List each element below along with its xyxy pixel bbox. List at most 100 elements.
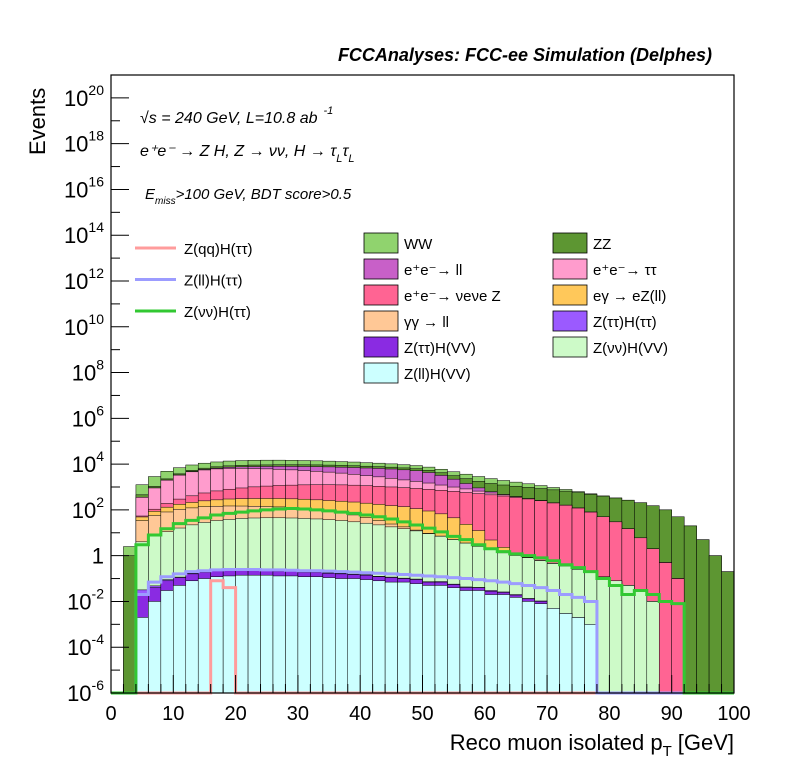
y-tick-label: 1010 [64,311,104,340]
cut-sub: miss [155,196,176,207]
x-tick-label-70: 70 [536,703,558,725]
bar-z-ll-h-vv-22 [384,581,398,694]
y-tick-label: 1018 [64,128,104,157]
x-tick-label-30: 30 [287,703,309,725]
legend-swatch-z-h-vv [363,336,399,358]
legend-label-e-ez-ll: eγ → eZ(ll) [593,288,666,305]
bar-z-ll-h-vv-33 [521,601,535,694]
bar-z-ll-h-vv-6 [185,580,199,694]
bar-z-ll-h-vv-37 [571,617,585,694]
y-tick-label: 10-4 [67,631,104,660]
svg-text:Reco muon isolated pT[GeV]: Reco muon isolated pT [GeV] [450,730,734,760]
legend-label-e-e-e-e-z: e⁺e⁻→ νeνe Z [404,288,501,305]
chart-title: FCCAnalyses: FCC-ee Simulation (Delphes) [338,45,712,65]
bar-z-ll-h-vv-38 [584,624,598,694]
y-tick-label: 1 [92,544,104,569]
bar-z-ll-h-vv-27 [447,587,461,694]
bar-z-ll-h-vv-25 [422,585,436,694]
y-tick-label: 1014 [64,219,104,248]
legend-swatch-e-e-ll [363,258,399,280]
bar-z-ll-h-vv-29 [472,590,486,694]
bar-z-ll-h-vv-9 [222,575,236,694]
legend-label-z-h-vv: Z(ττ)H(VV) [404,340,476,357]
bar-z-ll-h-vv-19 [347,578,361,694]
legend-label-zz: ZZ [593,236,611,253]
bar-z-h-vv-42 [634,590,648,694]
tau-sub-2: L [348,153,354,165]
bar-z-ll-h-vv-21 [372,580,386,694]
legend-label-e-e-ll: e⁺e⁻→ ll [404,262,462,279]
legend-label-z-ll-h-vv: Z(ll)H(VV) [404,366,471,383]
sqrt-symbol: √ [140,110,149,127]
bar-z-ll-h-vv-10 [235,574,249,694]
bar-z-h-vv-43 [646,601,660,694]
line-z-ll-h [111,567,734,695]
legend-swatch-e-ez-ll [552,284,588,306]
legend-label-z-h: Z(ττ)H(ττ) [593,314,657,331]
y-tick-label: 1016 [64,173,104,202]
bar-z-ll-h-vv-32 [509,597,523,694]
legend-swatch-zz [552,232,588,254]
legend-label-z-h: Z(νν)H(ττ) [184,304,251,321]
cut-e: E [145,186,156,203]
x-axis-label: Reco muon isolated pT [GeV] [450,730,734,760]
x-label-main: Reco muon isolated p [450,730,663,755]
bar-z-ll-h-vv-4 [160,590,174,694]
legend-label-ww: WW [404,236,433,253]
bar-z-ll-h-vv-18 [335,578,348,694]
process-text: e⁺e⁻ → Z H, Z → νν, H → τ [140,143,337,160]
bar-z-ll-h-vv-34 [534,603,548,694]
bar-z-ll-h-vv-31 [497,594,510,694]
line-z-h [111,507,734,695]
legend-swatch-ll [363,310,399,332]
x-label-unit: [GeV] [678,730,734,755]
x-tick-label-20: 20 [224,703,246,725]
legend: Z(qq)H(ττ) Z(ll)H(ττ) Z(νν)H(ττ) WW e⁺e⁻→ ll… [135,232,668,384]
legend-swatch-ww [363,232,399,254]
tau-symbol: τ [342,143,349,160]
legend-label-z-h-vv: Z(νν)H(VV) [593,340,668,357]
x-tick-label-80: 80 [598,703,620,725]
lumi-exponent: -1 [324,105,334,117]
x-tick-label-50: 50 [411,703,433,725]
bar-z-ll-h-vv-2 [135,617,149,694]
bar-z-h-vv-40 [609,580,623,694]
bar-z-ll-h-vv-36 [559,613,573,694]
legend-swatch-e-e-e-e-z [363,284,399,306]
cut-rest: >100 GeV, BDT score>0.5 [176,186,352,203]
legend-label-e-e: e⁺e⁻→ ττ [593,262,657,279]
bar-zz-49 [721,571,735,694]
legend-label-z-ll-h: Z(ll)H(ττ) [184,273,243,290]
y-tick-label: 10-2 [67,585,104,614]
bar-z-ll-h-vv-35 [546,608,560,694]
bar-z-ll-h-vv-11 [247,574,261,694]
x-tick-label-90: 90 [661,703,683,725]
legend-swatch-z-h [552,310,588,332]
bar-z-ll-h-vv-15 [297,576,311,694]
plot-area [111,459,735,695]
x-tick-label-0: 0 [105,703,116,725]
legend-swatch-z-ll-h-vv [363,362,399,384]
bar-z-ll-h-vv-23 [397,581,411,694]
x-axis: 0 10 20 30 40 50 60 70 80 90 100 [105,675,751,725]
y-axis-label: Events [25,88,50,155]
bar-z-ll-h-vv-17 [322,577,336,694]
stack-z-ll-h-vv [135,574,598,694]
x-tick-label-100: 100 [717,703,750,725]
annotation-block: √s = 240 GeV, L=10.8 ab -1 e⁺e⁻ → Z H, Z … [140,105,354,207]
bar-z-ll-h-vv-13 [272,575,286,694]
bar-z-h-vv-41 [621,585,635,694]
sqrt-s-text: s = 240 GeV, L=10.8 ab [149,110,318,127]
bar-e-e-e-e-z-44 [658,562,672,694]
x-tick-label-10: 10 [162,703,184,725]
y-tick-label: 1020 [64,82,104,111]
bar-z-ll-h-vv-20 [359,579,373,694]
y-axis: 1020 1018 1016 1014 1012 1010 108 106 104 102 1 10-… [64,82,129,706]
x-tick-label-60: 60 [474,703,496,725]
x-tick-label-40: 40 [349,703,371,725]
legend-label-z-qq-h: Z(qq)H(ττ) [184,241,253,258]
x-label-sub: T [663,743,672,760]
bar-e-e-e-e-z-45 [671,578,685,694]
bar-z-ll-h-vv-3 [148,601,162,694]
